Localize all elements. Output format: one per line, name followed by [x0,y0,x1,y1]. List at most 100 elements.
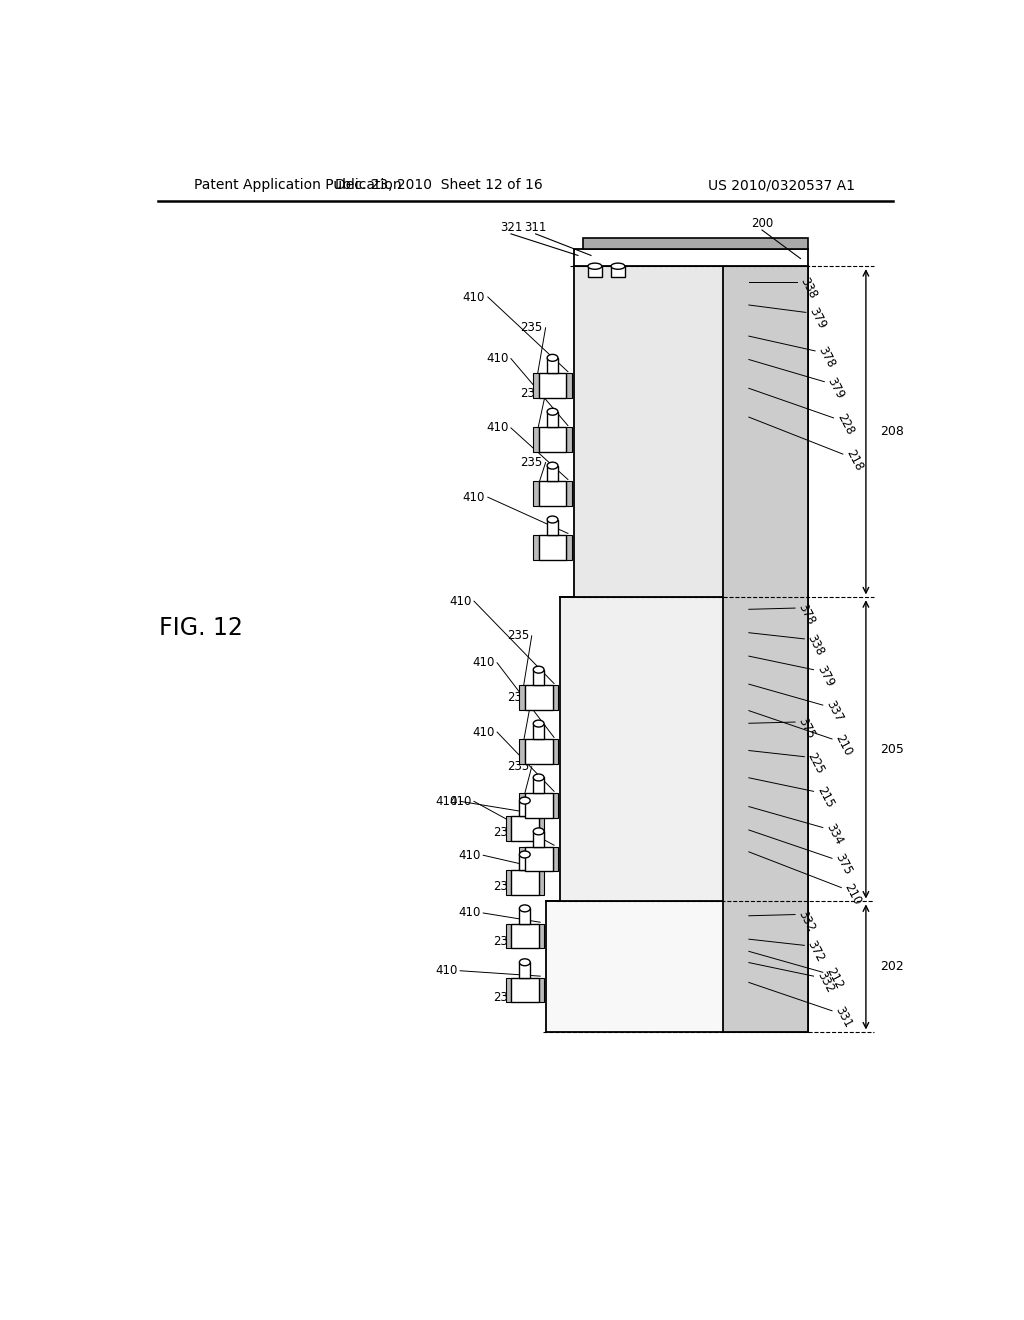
Text: 332: 332 [796,908,817,933]
Text: 235: 235 [520,321,543,334]
Text: 235: 235 [493,991,515,1005]
Bar [511,870,539,895]
Text: 379: 379 [814,663,836,689]
Text: 334: 334 [823,821,845,846]
Text: 410: 410 [486,421,508,434]
Text: 235: 235 [507,630,529,643]
Text: 375: 375 [796,715,817,741]
Text: 410: 410 [486,352,508,366]
Text: 332: 332 [814,969,836,995]
Bar [519,908,530,924]
Bar [506,978,511,1002]
Bar [539,816,544,841]
Text: 235: 235 [507,690,529,704]
Bar [524,847,553,871]
Text: FIG. 12: FIG. 12 [160,616,244,640]
Bar [506,816,511,841]
Ellipse shape [547,516,558,523]
Text: 218: 218 [844,447,865,473]
Ellipse shape [534,774,544,781]
Bar [519,847,525,871]
Bar [566,428,571,451]
Text: 321: 321 [500,222,522,234]
Bar [524,793,553,817]
Text: 378: 378 [796,602,817,627]
Text: 212: 212 [823,965,846,991]
Text: 338: 338 [805,632,826,657]
Bar [534,832,544,847]
Bar [519,685,525,710]
Text: 410: 410 [458,849,480,862]
Bar [534,374,539,397]
Bar [534,777,544,793]
Text: US 2010/0320537 A1: US 2010/0320537 A1 [708,178,855,193]
Bar [519,739,525,763]
Text: 215: 215 [814,784,836,810]
Ellipse shape [534,828,544,834]
Bar [539,428,566,451]
Bar [553,847,558,871]
Text: 410: 410 [458,907,480,920]
Bar [539,480,566,506]
Text: 410: 410 [435,795,458,808]
Text: 337: 337 [823,698,845,725]
Ellipse shape [519,797,530,804]
Bar [566,480,571,506]
Bar [560,597,808,902]
Text: 311: 311 [524,222,547,234]
Bar [574,267,808,598]
Ellipse shape [547,408,558,416]
Text: 378: 378 [816,345,838,370]
Bar [534,723,544,739]
Bar [566,535,571,560]
Bar [547,358,558,374]
Bar [506,870,511,895]
Text: 331: 331 [833,1005,855,1030]
Bar [524,685,553,710]
Bar [611,267,625,277]
Bar [511,816,539,841]
Text: 410: 410 [449,795,471,808]
Bar [574,249,808,267]
Bar [524,739,553,763]
Text: 235: 235 [520,455,543,469]
Bar [547,412,558,428]
Ellipse shape [534,721,544,727]
Bar [534,428,539,451]
Bar [519,854,530,870]
Bar [588,267,602,277]
Bar [547,466,558,480]
Text: 235: 235 [493,935,515,948]
Bar [539,535,566,560]
Text: 235: 235 [507,760,529,774]
Bar [519,793,525,817]
Ellipse shape [547,462,558,469]
Text: 235: 235 [493,879,515,892]
Bar [584,239,808,249]
Bar [534,669,544,685]
Bar [724,267,808,1032]
Ellipse shape [588,263,602,269]
Ellipse shape [519,851,530,858]
Text: 210: 210 [842,880,864,907]
Bar [547,902,808,1032]
Text: 205: 205 [880,743,903,756]
Ellipse shape [519,958,530,966]
Text: 410: 410 [472,656,495,669]
Ellipse shape [534,667,544,673]
Text: 338: 338 [798,275,819,301]
Text: Dec. 23, 2010  Sheet 12 of 16: Dec. 23, 2010 Sheet 12 of 16 [335,178,543,193]
Bar [534,480,539,506]
Bar [519,962,530,978]
Text: 210: 210 [833,733,855,758]
Bar [539,978,544,1002]
Text: 410: 410 [463,491,485,504]
Text: 410: 410 [435,964,458,977]
Ellipse shape [519,906,530,912]
Bar [553,685,558,710]
Text: 200: 200 [751,218,773,231]
Bar [511,924,539,949]
Bar [566,374,571,397]
Text: 375: 375 [833,851,855,878]
Text: 235: 235 [520,387,543,400]
